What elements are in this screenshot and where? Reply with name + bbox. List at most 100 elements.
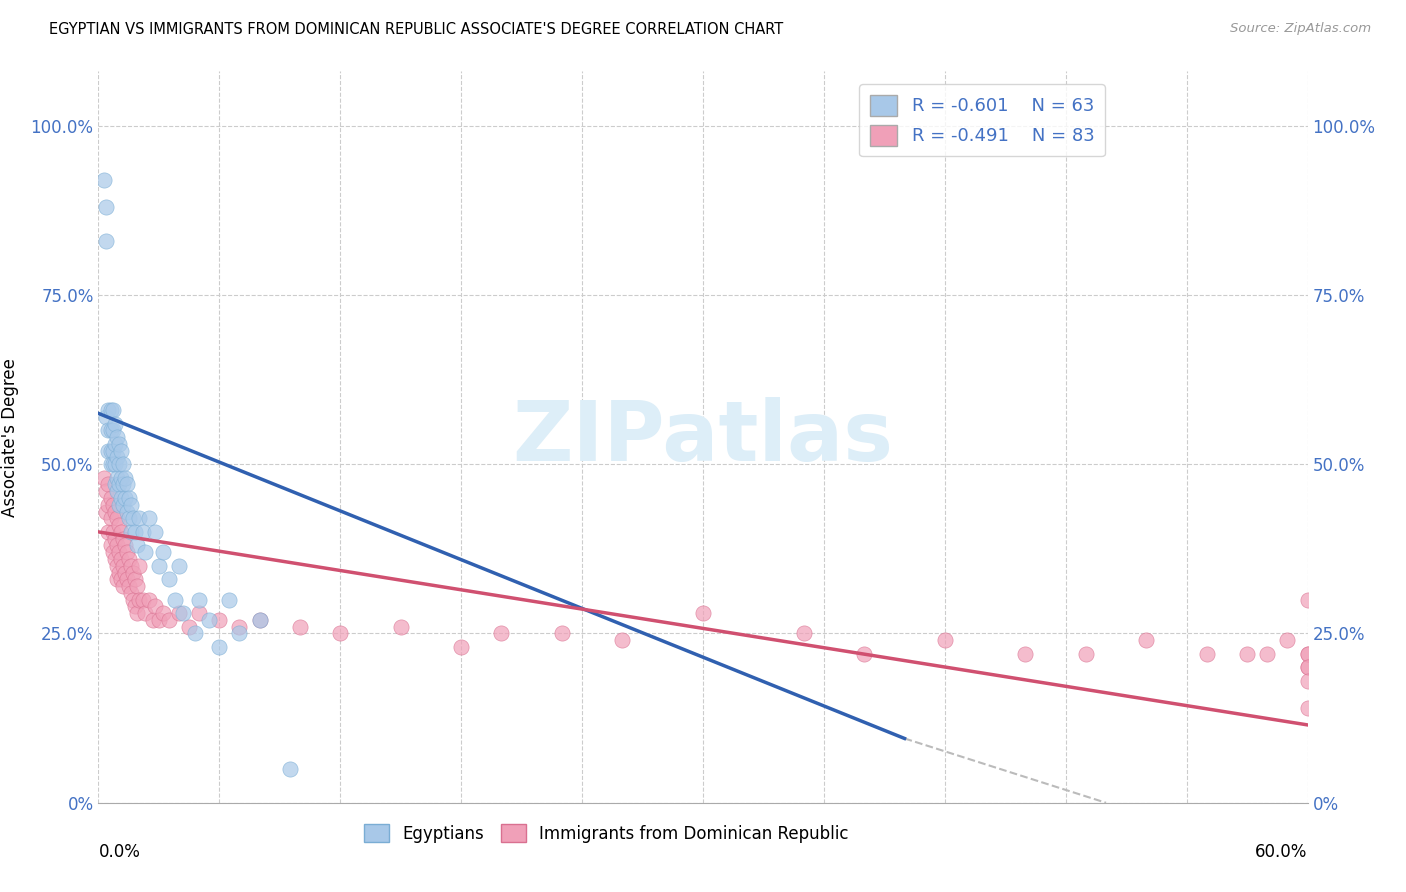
Text: EGYPTIAN VS IMMIGRANTS FROM DOMINICAN REPUBLIC ASSOCIATE'S DEGREE CORRELATION CH: EGYPTIAN VS IMMIGRANTS FROM DOMINICAN RE… [49, 22, 783, 37]
Point [491, 626, 513, 640]
Point [107, 566, 129, 580]
Point [111, 558, 134, 573]
Legend: R = -0.601    N = 63, R = -0.491    N = 83: R = -0.601 N = 63, R = -0.491 N = 83 [859, 84, 1105, 156]
Point [121, 511, 143, 525]
Point [1296, 701, 1319, 715]
Point [208, 640, 231, 654]
Point [111, 477, 134, 491]
Point [157, 613, 180, 627]
Point [97, 423, 120, 437]
Point [1296, 592, 1319, 607]
Point [179, 620, 201, 634]
Point [105, 471, 128, 485]
Point [1256, 647, 1278, 661]
Point [118, 491, 141, 505]
Point [115, 477, 138, 491]
Point [111, 532, 134, 546]
Point [100, 423, 122, 437]
Point [793, 626, 815, 640]
Point [450, 640, 472, 654]
Point [110, 443, 132, 458]
Point [152, 606, 174, 620]
Point [115, 505, 138, 519]
Point [389, 620, 412, 634]
Point [114, 471, 136, 485]
Point [114, 491, 136, 505]
Point [103, 417, 125, 431]
Point [97, 524, 120, 539]
Point [100, 403, 122, 417]
Point [167, 606, 190, 620]
Point [96, 505, 118, 519]
Point [107, 437, 129, 451]
Point [125, 538, 148, 552]
Point [103, 437, 125, 451]
Text: ZIPatlas: ZIPatlas [513, 397, 893, 477]
Point [124, 524, 146, 539]
Point [97, 477, 120, 491]
Point [105, 450, 128, 465]
Point [934, 633, 956, 648]
Point [121, 592, 143, 607]
Point [148, 613, 170, 627]
Point [128, 558, 150, 573]
Point [115, 545, 138, 559]
Point [124, 572, 146, 586]
Point [101, 423, 124, 437]
Point [107, 457, 129, 471]
Point [172, 606, 194, 620]
Point [118, 579, 141, 593]
Point [1014, 647, 1036, 661]
Point [1296, 660, 1319, 674]
Point [208, 613, 231, 627]
Point [143, 524, 166, 539]
Y-axis label: Associate's Degree: Associate's Degree [1, 358, 20, 516]
Point [111, 457, 134, 471]
Point [107, 545, 129, 559]
Point [100, 538, 122, 552]
Point [198, 613, 221, 627]
Point [1236, 647, 1258, 661]
Point [551, 626, 574, 640]
Point [100, 443, 122, 458]
Point [1296, 647, 1319, 661]
Point [228, 626, 250, 640]
Point [105, 558, 128, 573]
Point [114, 538, 136, 552]
Point [101, 403, 124, 417]
Point [101, 443, 124, 458]
Point [132, 592, 155, 607]
Point [105, 430, 128, 444]
Point [114, 566, 136, 580]
Point [118, 511, 141, 525]
Point [111, 579, 134, 593]
Point [1074, 647, 1097, 661]
Point [96, 409, 118, 424]
Point [163, 592, 186, 607]
Point [188, 606, 211, 620]
Point [93, 471, 115, 485]
Point [118, 552, 141, 566]
Point [101, 545, 124, 559]
Point [1296, 660, 1319, 674]
Point [138, 592, 160, 607]
Point [853, 647, 876, 661]
Point [329, 626, 352, 640]
Point [612, 633, 634, 648]
Point [105, 511, 128, 525]
Point [152, 545, 174, 559]
Point [188, 592, 211, 607]
Point [124, 599, 146, 614]
Point [97, 443, 120, 458]
Point [97, 498, 120, 512]
Text: 60.0%: 60.0% [1256, 843, 1308, 861]
Point [120, 558, 142, 573]
Point [121, 566, 143, 580]
Point [103, 532, 125, 546]
Point [105, 484, 128, 499]
Point [103, 505, 125, 519]
Point [101, 457, 124, 471]
Point [100, 511, 122, 525]
Point [103, 457, 125, 471]
Point [96, 484, 118, 499]
